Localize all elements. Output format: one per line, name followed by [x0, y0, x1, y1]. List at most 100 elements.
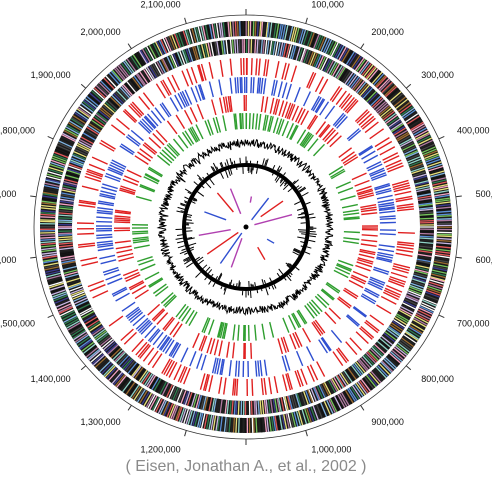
- blue-feature-mark: [376, 254, 393, 259]
- outer-cog-gene-segment: [355, 382, 366, 396]
- blue-feature-mark: [189, 351, 197, 367]
- red-feature-mark: [273, 376, 279, 394]
- second-cog-gene-segment: [398, 309, 412, 318]
- outer-cog-gene-segment: [373, 73, 385, 86]
- outer-cog-gene-segment: [168, 403, 176, 419]
- outer-cog-gene-segment: [117, 65, 128, 78]
- red-feature-mark: [294, 370, 302, 388]
- outer-cog-gene-segment: [42, 258, 58, 262]
- outer-cog-gene-segment: [45, 179, 61, 185]
- second-cog-gene-segment: [286, 395, 292, 410]
- second-cog-gene-segment: [65, 275, 80, 282]
- blue-feature-mark: [346, 314, 360, 326]
- red-feature-mark: [361, 239, 378, 243]
- second-cog-gene-segment: [181, 49, 188, 64]
- red-feature-mark: [131, 338, 144, 353]
- blue-feature-mark: [256, 77, 260, 94]
- red-feature-mark: [137, 343, 150, 358]
- outer-cog-gene-segment: [61, 134, 76, 142]
- outer-cog-gene-segment: [230, 417, 234, 433]
- outer-cog-gene-segment: [268, 416, 272, 432]
- second-cog-gene-segment: [396, 313, 410, 322]
- second-cog-gene-segment: [231, 39, 235, 54]
- skew-spike: [308, 213, 314, 216]
- second-cog-gene-segment: [216, 41, 220, 56]
- outer-cog-gene-segment: [175, 32, 182, 48]
- second-cog-gene-segment: [139, 71, 149, 84]
- second-cog-gene-segment: [350, 365, 361, 377]
- second-cog-gene-segment: [255, 400, 258, 415]
- outer-cog-gene-segment: [61, 312, 76, 321]
- second-cog-gene-segment: [393, 127, 407, 136]
- blue-feature-mark: [330, 329, 343, 344]
- outer-cog-gene-segment: [159, 400, 167, 415]
- outer-cog-gene-segment: [301, 409, 308, 425]
- green-feature-mark: [343, 231, 360, 234]
- skew-spike: [293, 247, 302, 252]
- second-cog-gene-segment: [417, 255, 432, 260]
- second-cog-gene-segment: [58, 232, 73, 235]
- skew-spike: [264, 159, 267, 166]
- skew-spike: [193, 197, 198, 201]
- blue-feature-mark: [220, 359, 225, 376]
- outer-cog-gene-segment: [166, 403, 174, 418]
- outer-cog-gene-segment: [105, 366, 117, 379]
- outer-cog-gene-segment: [84, 97, 98, 109]
- green-feature-mark: [187, 128, 198, 143]
- outer-cog-gene-segment: [186, 29, 192, 45]
- green-feature-mark: [261, 323, 266, 340]
- red-feature-mark: [359, 250, 376, 256]
- red-feature-mark: [393, 184, 410, 191]
- outer-cog-gene-segment: [306, 31, 313, 47]
- outer-cog-gene-segment: [48, 282, 64, 289]
- blue-feature-mark: [252, 77, 255, 94]
- blue-feature-mark: [228, 360, 232, 377]
- outer-cog-gene-segment: [422, 298, 438, 305]
- blue-feature-mark: [135, 317, 149, 330]
- outer-cog-gene-segment: [212, 415, 217, 431]
- outer-cog-gene-segment: [49, 163, 65, 170]
- red-feature-mark: [192, 332, 200, 349]
- skew-spike: [176, 240, 184, 244]
- red-feature-mark: [134, 155, 149, 165]
- green-feature-mark: [306, 303, 318, 317]
- blue-feature-mark: [361, 150, 376, 160]
- blue-feature-mark: [214, 357, 219, 374]
- red-feature-mark: [324, 311, 337, 325]
- outer-cog-gene-segment: [394, 345, 408, 357]
- outer-cog-gene-segment: [42, 253, 58, 258]
- outer-cog-gene-segment: [426, 161, 442, 168]
- second-cog-gene-segment: [274, 398, 278, 413]
- blue-feature-mark: [353, 306, 368, 317]
- second-cog-gene-segment: [326, 60, 334, 74]
- second-cog-gene-segment: [305, 50, 312, 64]
- second-cog-gene-segment: [411, 168, 426, 175]
- skew-spike: [184, 201, 187, 204]
- skew-spike: [211, 273, 214, 277]
- red-feature-mark: [229, 95, 233, 112]
- red-feature-mark: [122, 178, 139, 186]
- second-cog-gene-segment: [114, 350, 125, 362]
- second-cog-gene-segment: [105, 101, 117, 112]
- green-feature-mark: [177, 134, 189, 149]
- outer-cog-gene-segment: [351, 385, 362, 399]
- skew-spike: [239, 157, 241, 164]
- second-cog-gene-segment: [298, 392, 305, 406]
- outer-cog-gene-segment: [53, 153, 68, 161]
- outer-cog-gene-segment: [316, 35, 324, 51]
- second-cog-gene-segment: [370, 95, 382, 107]
- skew-spike: [294, 201, 301, 205]
- circular-genome-map: 1100,000200,000300,000400,000500,000600,…: [0, 0, 492, 455]
- second-cog-gene-segment: [414, 181, 429, 187]
- blue-feature-mark: [121, 301, 136, 312]
- second-cog-gene-segment: [104, 341, 117, 352]
- skew-spike: [290, 272, 293, 276]
- outer-cog-gene-segment: [85, 346, 99, 358]
- green-feature-mark: [248, 113, 251, 130]
- blue-feature-mark: [369, 276, 386, 284]
- second-cog-gene-segment: [386, 328, 399, 339]
- green-feature-mark: [286, 123, 295, 139]
- second-cog-gene-segment: [229, 39, 233, 54]
- skew-spike: [286, 264, 291, 269]
- second-cog-gene-segment: [72, 153, 86, 160]
